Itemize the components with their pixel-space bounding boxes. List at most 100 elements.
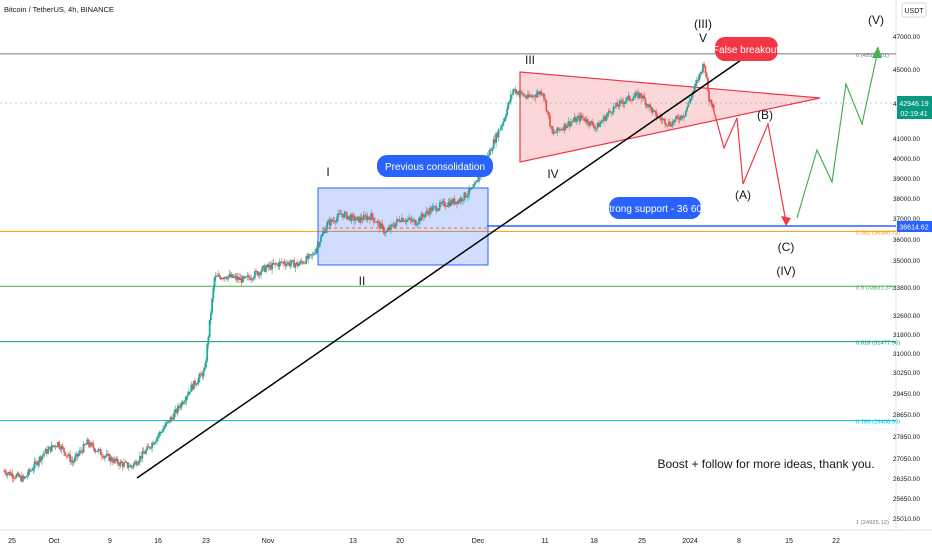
candle [115,456,118,463]
candle [91,441,94,446]
candle [61,443,64,449]
wave-labels: I II III IV V (III) (A) (B) (C) (IV) (V) [326,13,884,288]
candle [400,213,403,223]
candle [678,115,681,124]
candle [487,150,490,158]
candle [358,216,360,224]
candle [249,274,251,281]
candle [30,468,32,473]
candle [167,420,169,425]
candle [522,92,524,97]
candle [635,90,638,97]
candle [45,446,48,457]
candle [223,276,226,282]
candle [6,471,9,479]
bearish-projection-path[interactable] [711,103,787,223]
candle [194,378,196,388]
price-tick-label: 27850.00 [893,434,920,441]
candle [112,456,114,466]
candle [551,125,554,135]
previous-consolidation-callout[interactable]: Previous consolidation [377,155,493,177]
wave-label-B-paren: (B) [757,108,773,122]
candle [175,407,178,415]
price-axis[interactable]: 47000.0045000.0043000.0041000.0040000.00… [893,0,920,530]
candle [254,268,256,280]
candle [129,462,131,468]
wave-label-C-paren: (C) [778,240,795,254]
candle [206,342,209,363]
candle [552,128,555,137]
candle [504,113,507,122]
candle [531,94,534,99]
time-axis[interactable]: 25 Oct 9 16 23 Nov 13 20 Dec 11 18 25 2024 8 15 22 [0,529,932,545]
candle [637,88,640,101]
candle [462,199,464,205]
candle [634,90,637,100]
candle [127,462,130,472]
candle [197,374,200,387]
candle [207,335,210,349]
candle [425,206,428,217]
candle [56,441,59,449]
candle [495,131,498,148]
candle [427,208,430,217]
strong-support-callout[interactable]: Strong support - 36 600 [602,197,708,219]
fibonacci-retracement[interactable]: 0 (45920.01) 0.382 (36360.73) 0.5 (33831.3… [0,53,900,526]
candle [172,413,174,422]
bullish-projection-path[interactable] [796,49,879,219]
candle [473,180,475,188]
candle [186,391,189,400]
candle [509,90,512,105]
candle [93,447,96,454]
candle [187,387,190,396]
candle [132,462,135,470]
candle [599,120,602,128]
candle [520,89,523,95]
candle [36,460,38,467]
candle [623,101,626,108]
candle [577,112,580,120]
candle [88,441,91,449]
time-tick-label: 8 [737,538,741,545]
candle [273,263,276,266]
candle [372,217,375,226]
candle [331,218,333,223]
candle [654,110,657,115]
candle [459,195,462,205]
candle [232,274,234,279]
currency-badge[interactable]: USDT [901,2,927,18]
candle [110,455,113,463]
candle [653,109,655,113]
ascending-trendline[interactable] [136,57,745,479]
time-tick-label: 2024 [682,538,698,545]
price-tick-label: 45000.00 [893,67,920,74]
candle [467,190,469,201]
candle [566,125,569,129]
candle [81,449,84,455]
candle [662,117,665,121]
false-breakout-callout[interactable]: False breakout [713,37,779,61]
candle [90,439,92,449]
candle [74,452,76,464]
price-tick-label: 39000.00 [893,176,920,183]
candle [414,219,417,227]
candle [214,272,217,281]
candle [584,116,587,124]
candle [449,197,452,207]
triangle-pattern[interactable] [519,71,821,163]
candle [595,127,598,132]
candle [246,271,249,281]
candle [320,233,322,243]
candle [518,89,521,98]
candle [590,119,593,126]
candle [222,276,225,281]
candle [229,271,232,278]
candle [376,220,379,227]
candle [410,215,413,223]
candle [279,261,282,266]
candle [191,383,194,391]
candle [266,263,269,269]
candle [220,277,223,280]
price-axis-ticks: 47000.0045000.0043000.0041000.0040000.00… [893,34,920,523]
